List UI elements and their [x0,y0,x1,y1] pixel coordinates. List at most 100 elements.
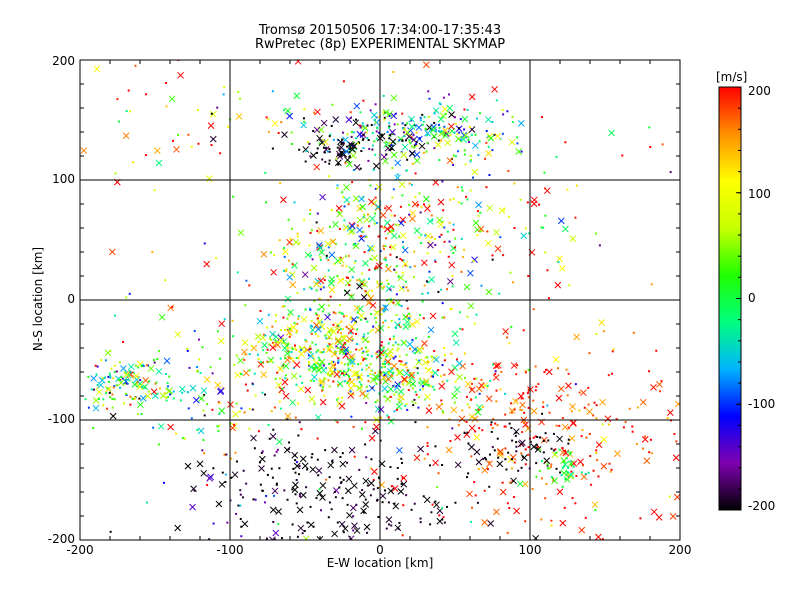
data-point-cross [123,371,130,378]
data-point-dot [495,99,498,102]
data-point-dot [475,313,478,316]
data-point-dot [365,531,368,534]
data-point-dot [155,381,158,384]
data-point-cross [109,412,117,420]
data-point-dot [227,125,230,128]
data-point-dot [373,222,376,225]
data-point-dot [373,268,376,271]
data-point-dot [317,356,320,359]
data-point-dot [419,388,422,391]
data-point-dot [452,251,455,254]
data-point-dot [429,385,432,388]
data-point-dot [336,274,339,277]
data-point-dot [333,490,336,493]
data-point-dot [147,390,150,393]
data-point-dot [286,317,289,320]
data-point-dot [401,476,404,479]
data-point-dot [375,130,378,133]
data-point-cross [401,246,409,254]
data-point-cross [136,383,144,391]
data-point-cross [508,138,516,146]
data-point-dot [124,392,127,395]
data-point-dot [569,460,572,463]
data-point-dot [174,432,177,435]
data-point-dot [375,321,378,324]
data-point-dot [309,212,312,215]
data-point-cross [422,377,430,385]
data-point-dot [140,413,143,416]
data-point-dot [527,274,530,277]
data-point-cross [232,410,239,418]
data-point-cross [362,501,370,508]
data-point-dot [358,468,361,471]
data-point-dot [427,383,430,386]
data-point-dot [358,124,361,127]
data-point-dot [478,140,481,143]
data-point-dot [87,375,90,378]
data-point-dot [386,130,389,133]
data-point-dot [491,427,494,430]
data-point-cross [209,135,217,143]
data-point-dot [318,488,321,491]
data-point-dot [426,426,429,429]
data-point-dot [138,397,141,400]
data-point-dot [158,350,161,353]
data-point-dot [110,367,113,370]
data-point-dot [269,337,272,340]
data-point-dot [363,333,366,336]
data-point-dot [485,130,488,133]
data-point-dot [368,268,371,271]
data-point-dot [423,457,426,460]
data-point-dot [98,397,101,400]
data-point-dot [296,232,299,235]
data-point-dot [387,282,390,285]
data-point-dot [107,375,110,378]
data-point-cross [319,193,326,201]
data-point-dot [561,485,564,488]
data-point-dot [421,113,424,116]
data-point-cross [314,414,322,421]
data-point-dot [362,216,365,219]
data-point-dot [650,283,653,286]
data-point-cross [464,380,472,388]
data-point-dot [374,316,377,319]
data-point-dot [524,227,527,230]
data-point-cross [510,362,518,369]
data-point-cross [472,219,480,227]
data-point-dot [490,430,493,433]
data-point-dot [201,346,204,349]
data-point-dot [372,478,375,481]
data-point-cross [307,352,315,360]
data-point-cross [398,181,406,188]
data-point-dot [338,261,341,264]
data-point-dot [381,366,384,369]
data-point-dot [216,106,219,109]
y-axis-label: N-S location [km] [31,246,45,352]
data-point-dot [570,470,573,473]
data-point-dot [156,358,159,361]
data-point-dot [384,304,387,307]
data-point-dot [392,371,395,374]
data-point-dot [338,227,341,230]
data-point-dot [443,125,446,128]
data-point-dot [574,502,577,505]
data-point-cross [580,389,587,397]
data-point-cross [336,380,344,388]
data-point-dot [337,154,340,157]
data-point-dot [587,386,590,389]
data-point-dot [273,494,276,497]
data-point-cross [294,60,302,65]
data-point-cross [513,507,520,515]
data-point-dot [102,404,105,407]
data-point-cross [277,337,285,345]
data-point-dot [323,275,326,278]
data-point-dot [346,133,349,136]
data-point-dot [474,133,477,136]
data-point-dot [391,374,394,377]
data-point-dot [349,390,352,393]
data-point-cross [293,92,301,100]
data-point-dot [392,285,395,288]
data-point-dot [402,504,405,507]
data-point-dot [319,256,322,259]
data-point-dot [324,449,327,452]
